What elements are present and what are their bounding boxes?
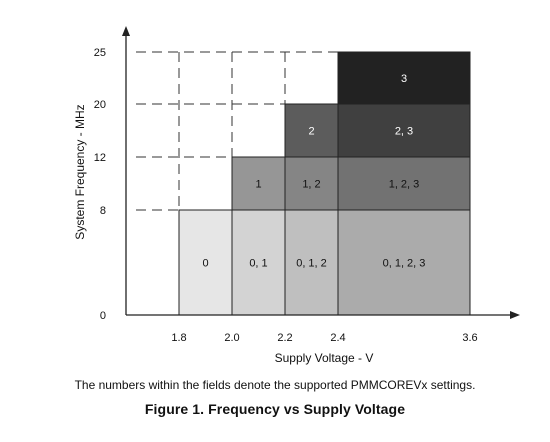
y-tick-label: 20	[94, 99, 106, 111]
x-tick-label: 2.0	[224, 332, 239, 344]
region-label: 3	[401, 73, 407, 85]
y-tick-label: 0	[100, 310, 106, 322]
region-label: 0, 1	[249, 258, 267, 270]
x-tick-label: 3.6	[462, 332, 477, 344]
region-label: 0	[202, 258, 208, 270]
region-cell	[337, 51, 471, 105]
x-tick-label: 2.4	[330, 332, 345, 344]
y-axis-arrow	[122, 26, 130, 36]
region-cell	[337, 209, 471, 316]
region-cell	[231, 156, 286, 211]
region-label: 1	[255, 179, 261, 191]
regions: 0 0, 1 0, 1, 2 0, 1, 2, 3 1 1, 2 1, 2, 3 2 2, 3 3	[178, 51, 471, 316]
region-cell	[337, 103, 471, 158]
region-label: 2	[308, 126, 314, 138]
x-tick-label: 1.8	[171, 332, 186, 344]
region-cell	[178, 209, 233, 316]
region-cell	[284, 103, 339, 158]
region-label: 1, 2, 3	[389, 179, 420, 191]
y-tick-label: 8	[100, 205, 106, 217]
y-tick-label: 12	[94, 152, 106, 164]
x-axis-title: Supply Voltage - V	[275, 351, 374, 365]
region-label: 0, 1, 2	[296, 258, 327, 270]
region-label: 1, 2	[302, 179, 320, 191]
region-label: 2, 3	[395, 126, 413, 138]
y-tick-label: 25	[94, 47, 106, 59]
x-tick-label: 2.2	[277, 332, 292, 344]
figure-title: Figure 1. Frequency vs Supply Voltage	[144, 401, 406, 417]
region-label: 0, 1, 2, 3	[383, 258, 426, 270]
x-axis-arrow	[510, 311, 520, 319]
axes	[122, 26, 520, 319]
figure-note: The numbers within the fields denote the…	[74, 378, 476, 392]
y-axis-title: System Frequency - MHz	[73, 104, 87, 239]
guide-lines	[136, 51, 338, 211]
region-cell	[337, 156, 471, 211]
